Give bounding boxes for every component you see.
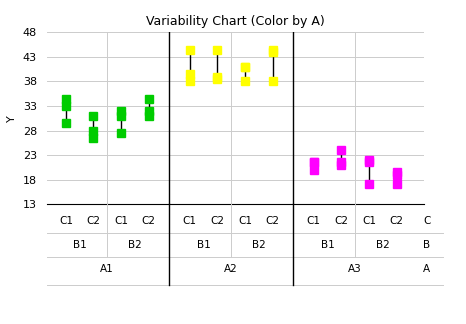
Text: A: A: [423, 263, 430, 273]
Text: C2: C2: [211, 215, 225, 226]
Text: B1: B1: [73, 239, 87, 249]
Text: C2: C2: [335, 215, 349, 226]
Y-axis label: Y: Y: [7, 115, 17, 122]
Text: C2: C2: [390, 215, 404, 226]
Text: C2: C2: [86, 215, 101, 226]
Text: C1: C1: [59, 215, 73, 226]
Text: A3: A3: [348, 263, 362, 273]
Text: B1: B1: [321, 239, 335, 249]
Text: C1: C1: [238, 215, 252, 226]
Title: Variability Chart (Color by A): Variability Chart (Color by A): [146, 16, 325, 29]
Text: B2: B2: [128, 239, 142, 249]
Text: A1: A1: [100, 263, 114, 273]
Text: C1: C1: [362, 215, 376, 226]
Text: C2: C2: [142, 215, 156, 226]
Text: C1: C1: [307, 215, 321, 226]
Text: C1: C1: [114, 215, 128, 226]
Text: B2: B2: [376, 239, 390, 249]
Text: B: B: [423, 239, 430, 249]
Text: C2: C2: [266, 215, 280, 226]
Text: A2: A2: [224, 263, 238, 273]
Text: B1: B1: [197, 239, 211, 249]
Text: B2: B2: [252, 239, 266, 249]
Text: C1: C1: [183, 215, 197, 226]
Text: C: C: [423, 215, 431, 226]
